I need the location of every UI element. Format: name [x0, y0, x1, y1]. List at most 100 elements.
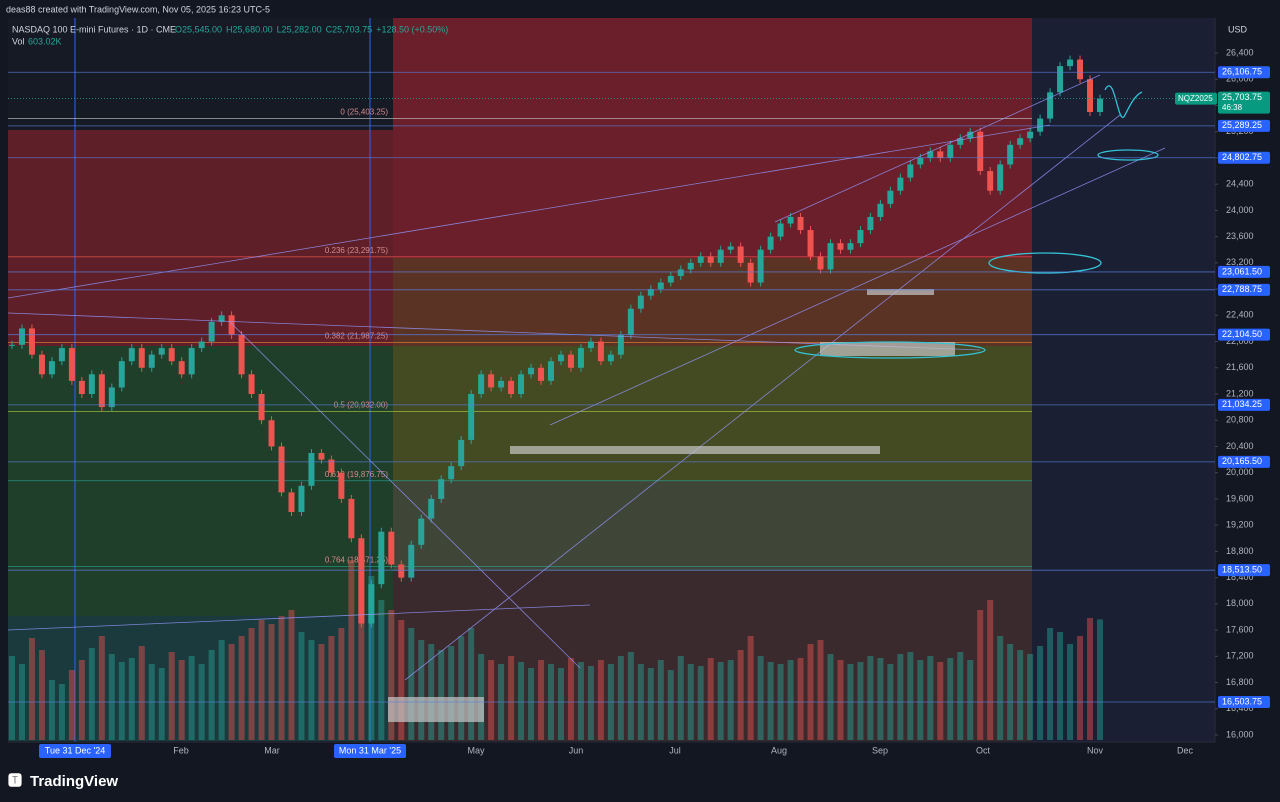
volume-bar	[468, 628, 475, 740]
y-tick-label: 23,600	[1226, 231, 1254, 241]
volume-bar	[298, 632, 305, 740]
volume-bar	[78, 660, 85, 740]
level-label: 18,513.50	[1222, 565, 1262, 575]
candle-body	[118, 361, 125, 388]
candle-body	[338, 472, 345, 499]
candle-body	[777, 223, 784, 237]
level-label: 22,104.50	[1222, 329, 1262, 339]
level-box	[1218, 695, 1270, 708]
candle-body	[827, 243, 834, 270]
level-label: 16,503.75	[1222, 696, 1262, 706]
volume-bar	[68, 670, 75, 740]
volume-bar	[38, 650, 45, 740]
volume-bar	[1007, 644, 1014, 740]
candle-body	[528, 367, 535, 375]
volume-bar	[248, 628, 255, 740]
volume-bar	[997, 636, 1004, 740]
candle-body	[937, 151, 944, 158]
volume-bar	[28, 638, 35, 740]
candle-body	[458, 439, 465, 467]
plot: 0 (25,403.25) 0.236 (23,291.75) 0.382 (21,…	[8, 55, 1103, 740]
level-label: 20,165.50	[1222, 456, 1262, 466]
x-tick-label: Feb	[173, 745, 189, 755]
y-tick-label: 21,200	[1226, 388, 1254, 398]
level-label: 26,106.75	[1222, 67, 1262, 77]
volume-label: Vol	[12, 36, 25, 46]
zone	[8, 616, 393, 741]
level-box	[1218, 66, 1270, 79]
volume-bar	[817, 640, 824, 740]
volume-bar	[947, 658, 954, 740]
candle-body	[947, 144, 954, 158]
candle-body	[548, 361, 555, 381]
candle-body	[318, 453, 325, 460]
volume-bar	[418, 640, 425, 740]
candle-body	[577, 348, 584, 368]
volume-value: 603.02K	[28, 36, 62, 46]
level-label: 22,788.75	[1222, 284, 1262, 294]
candle-body	[518, 374, 525, 394]
volume-bar	[98, 636, 105, 740]
y-tick-label: 21,600	[1226, 362, 1254, 372]
candle-body	[727, 246, 734, 250]
candle-body	[488, 374, 495, 388]
candle-body	[218, 315, 225, 322]
volume-bar	[328, 636, 335, 740]
fib-label: 0.764 (18,571.25)	[325, 555, 388, 564]
candle-body	[58, 348, 65, 362]
x-tick-label: Jun	[569, 745, 584, 755]
volume-bar	[597, 660, 604, 740]
volume-bar	[518, 662, 525, 740]
volume-bar	[458, 636, 465, 740]
volume-bar	[398, 620, 405, 740]
currency: USD	[1228, 24, 1248, 34]
zone	[1032, 18, 1215, 742]
volume-bar	[288, 610, 295, 740]
volume-bar	[857, 662, 864, 740]
volume-bar	[378, 600, 385, 740]
price-axis	[1215, 18, 1280, 742]
volume-bar	[927, 656, 934, 740]
y-tick-label: 20,800	[1226, 415, 1254, 425]
x-tick-label: Tue 31 Dec '24	[45, 745, 105, 755]
candle-body	[508, 380, 515, 394]
volume-bar	[677, 656, 684, 740]
volume-bar	[88, 648, 95, 740]
y-tick-label: 24,000	[1226, 205, 1254, 215]
candle-body	[288, 492, 295, 513]
candle-body	[717, 249, 724, 263]
candle-body	[1057, 66, 1064, 93]
candle-body	[88, 374, 95, 394]
level-label: 23,061.50	[1222, 266, 1262, 276]
candle-body	[1097, 98, 1103, 113]
candle-body	[747, 262, 754, 283]
volume-bar	[268, 624, 275, 740]
y-tick-label: 18,400	[1226, 572, 1254, 582]
zone	[393, 18, 1032, 258]
volume-bar	[737, 650, 744, 740]
ohlc-value: +128.50 (+0.50%)	[376, 24, 448, 34]
candle-body	[1067, 59, 1074, 67]
volume-bar	[358, 540, 365, 740]
candle-body	[9, 344, 15, 346]
level-label: 21,034.25	[1222, 399, 1262, 409]
candle-body	[687, 262, 694, 270]
candle-body	[178, 361, 185, 375]
candle-body	[428, 498, 435, 519]
volume-bar	[118, 662, 125, 740]
x-label-box	[39, 744, 111, 758]
level-box	[1218, 328, 1270, 341]
y-tick-label: 18,800	[1226, 546, 1254, 556]
volume-bar	[388, 610, 395, 740]
candle-body	[168, 348, 175, 362]
candle-body	[1037, 118, 1044, 132]
zones-drawn	[388, 289, 955, 722]
candle-body	[817, 256, 824, 270]
candle-body	[378, 531, 385, 585]
x-tick-label: Aug	[771, 745, 787, 755]
candle-body	[587, 341, 594, 349]
volume-bar	[1057, 632, 1064, 740]
volume-bar	[827, 654, 834, 740]
candle-body	[48, 361, 55, 375]
candle-body	[268, 420, 275, 447]
